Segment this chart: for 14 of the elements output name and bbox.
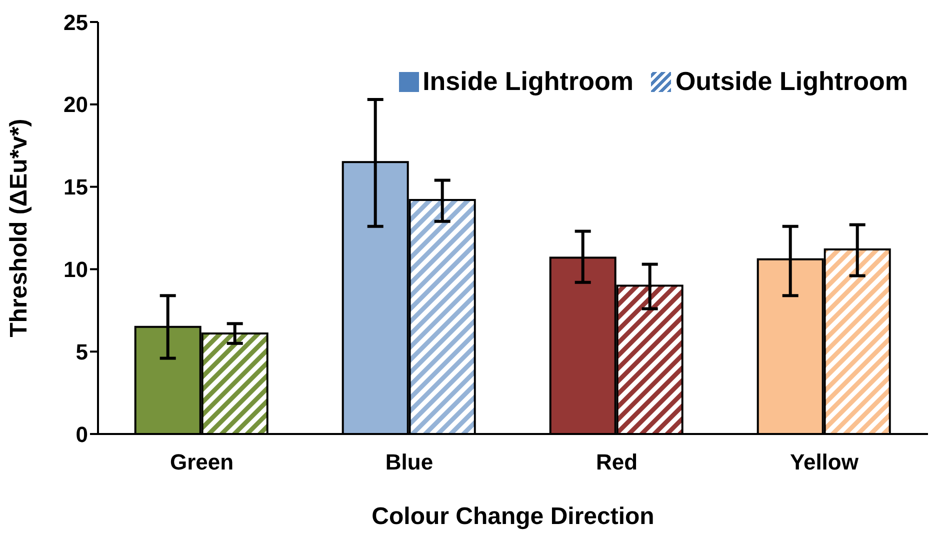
legend-label: Outside Lightroom: [675, 66, 908, 97]
y-axis-title: Threshold (ΔEu*v*): [6, 118, 33, 338]
y-tick-label: 0: [76, 422, 88, 447]
x-axis-title: Colour Change Direction: [372, 503, 654, 530]
x-tick-label: Yellow: [790, 450, 860, 475]
x-tick-label: Red: [596, 450, 638, 475]
y-tick-label: 10: [64, 257, 88, 282]
y-tick-label: 20: [64, 92, 88, 118]
y-tick-label: 15: [64, 174, 88, 200]
y-tick-label: 25: [64, 10, 88, 35]
x-tick-label: Blue: [385, 450, 434, 475]
x-tick-label: Green: [170, 450, 234, 475]
y-tick-label: 5: [76, 339, 88, 364]
legend-label: Inside Lightroom: [422, 66, 634, 97]
